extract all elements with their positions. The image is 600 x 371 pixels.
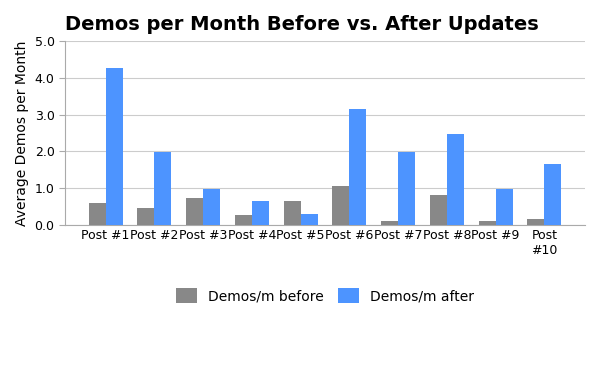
Bar (430, 194, 447, 224)
Bar (235, 216, 252, 224)
Bar (203, 188, 220, 224)
Text: Demos per Month Before vs. After Updates: Demos per Month Before vs. After Updates (65, 15, 539, 34)
Bar (544, 164, 562, 224)
Bar (496, 188, 512, 224)
Bar (137, 208, 154, 224)
Bar (284, 201, 301, 224)
Bar (252, 201, 269, 224)
Bar (349, 109, 367, 224)
Bar (381, 221, 398, 224)
Bar (398, 152, 415, 224)
Legend: Demos/m before, Demos/m after: Demos/m before, Demos/m after (170, 283, 479, 309)
Bar (301, 214, 317, 224)
Bar (332, 186, 349, 224)
Bar (186, 198, 203, 224)
Bar (447, 134, 464, 224)
Bar (527, 219, 544, 224)
Bar (154, 152, 172, 224)
Bar (106, 68, 123, 224)
Bar (479, 221, 496, 224)
Bar (89, 203, 106, 224)
Y-axis label: Average Demos per Month: Average Demos per Month (15, 40, 29, 226)
